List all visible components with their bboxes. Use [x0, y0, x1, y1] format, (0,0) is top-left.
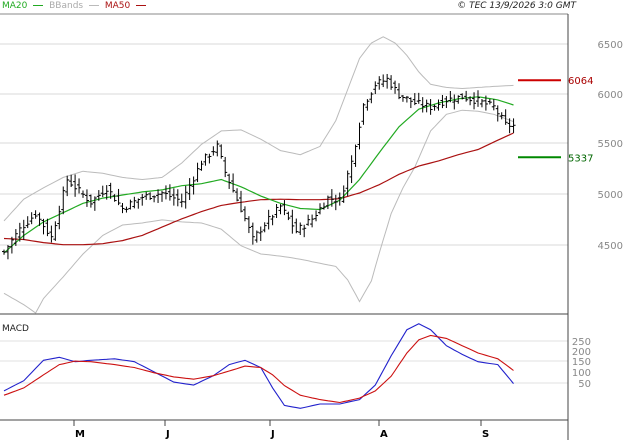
x-tick-label: J: [165, 429, 170, 440]
price-y-tick-label: 6500: [598, 40, 623, 51]
macd-y-tick-label: 250: [572, 337, 591, 348]
legend-ma20-swatch: [33, 5, 44, 6]
bbands-lower-line: [3, 109, 514, 314]
macd-y-tick-label: 100: [572, 368, 591, 379]
legend-bbands-label: BBands: [49, 1, 84, 11]
bbands-upper-line: [3, 36, 514, 222]
ma20-line: [3, 96, 514, 254]
legend-ma20-label: MA20: [2, 1, 28, 11]
level-label: 6064: [568, 76, 593, 87]
price-bars-group: [2, 73, 516, 260]
level-label: 5337: [568, 153, 593, 164]
price-y-tick-label: 6000: [598, 90, 623, 101]
macd-y-tick-label: 50: [578, 379, 591, 390]
x-tick-label: S: [482, 429, 489, 440]
macd-y-tick-label: 200: [572, 347, 591, 358]
x-tick-label: J: [270, 429, 275, 440]
macd-line: [3, 323, 514, 409]
legend-ma50-swatch: [136, 5, 147, 6]
legend-ma50-label: MA50: [104, 1, 131, 11]
macd-y-tick-label: 150: [572, 357, 591, 368]
legend-bar: MA20 BBands MA50 © TEC 13/9/2026 3:0 GMT: [0, 0, 580, 12]
macd-title: MACD: [2, 324, 29, 334]
legend-bbands-swatch: [88, 5, 99, 6]
price-y-tick-label: 5500: [598, 139, 623, 150]
x-tick-label: A: [380, 429, 388, 440]
price-y-tick-label: 5000: [598, 190, 623, 201]
price-y-tick-label: 4500: [598, 241, 623, 252]
copyright-text: © TEC 13/9/2026 3:0 GMT: [457, 1, 576, 11]
x-tick-label: M: [75, 429, 85, 440]
ma50-line: [3, 132, 514, 246]
signal-line: [3, 334, 514, 404]
